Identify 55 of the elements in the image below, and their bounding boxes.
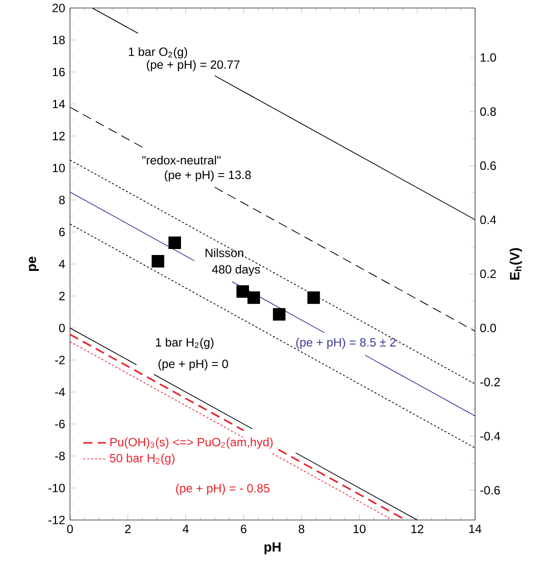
annotation: (pe + pH) = 13.8 (164, 170, 251, 182)
point (236, 285, 249, 298)
y-tick-label: -2 (55, 356, 65, 364)
point (272, 308, 286, 321)
x-tick-label: 8 (298, 524, 304, 534)
y-tick-label: 2 (59, 292, 65, 300)
annotation: (pe + pH) = - 0.85 (176, 484, 270, 495)
x-tick-label: 14 (469, 524, 482, 533)
x-tick-label: 10 (354, 524, 366, 534)
y-tick-label: 10 (52, 164, 65, 172)
x-tick-label: 4 (182, 524, 189, 533)
y2-tick-label: 0.6 (480, 161, 496, 170)
y-tick-label: 0 (59, 324, 65, 332)
y2-axis-title: E$_{h}$(V) (510, 248, 522, 280)
annotation: 1 bar H$_{2}$(g) (156, 338, 214, 349)
y-tick-label: 12 (52, 132, 65, 140)
y-tick-label: -4 (55, 388, 65, 396)
y-tick-label: 16 (52, 68, 65, 76)
point (247, 291, 260, 304)
y-tick-label: 14 (52, 100, 65, 108)
x-axis-title: pH (264, 542, 281, 554)
y-tick-label: 20 (52, 4, 65, 12)
y2-tick-label: 0.2 (480, 270, 496, 278)
y-tick-label: -12 (48, 516, 65, 524)
annotation: Nilsson (206, 248, 244, 258)
annotation: "redox-neutral" (142, 156, 220, 164)
legend-label: Pu(OH)$_{3}$(s) <=> PuO$_{2}$(am,hyd) (110, 438, 273, 449)
y2-tick-label: -0.6 (480, 486, 500, 494)
y2-tick-label: 0.0 (480, 324, 496, 332)
y-tick-label: -6 (55, 420, 65, 428)
point (307, 291, 320, 304)
y-axis-title: pe (28, 256, 39, 271)
annotation: (pe + pH) = 20.77 (146, 60, 240, 72)
y-tick-label: 6 (59, 228, 65, 236)
point (152, 255, 164, 268)
annotation: (pe + pH) = 0 (158, 359, 228, 370)
annotation: 1 bar O$_{2}$(g) (128, 47, 188, 58)
x-tick-label: 12 (411, 524, 424, 534)
y-tick-label: -10 (48, 484, 65, 492)
y2-tick-label: 0.4 (480, 216, 496, 224)
x-tick-label: 0 (67, 524, 73, 534)
y-tick-label: 18 (52, 36, 65, 44)
annotation: 480 days (212, 264, 260, 276)
y2-tick-label: -0.4 (480, 432, 500, 440)
x-tick-label: 6 (240, 524, 246, 534)
y-tick-label: 4 (58, 260, 65, 268)
legend-label: 50 bar H$_{2}$(g) (110, 454, 174, 465)
y2-tick-label: 1.0 (480, 53, 496, 62)
x-tick-label: 2 (125, 524, 131, 534)
y2-tick-label: -0.2 (480, 378, 500, 386)
point (168, 236, 182, 249)
y-tick-label: 8 (59, 196, 65, 204)
y-tick-label: -8 (55, 452, 65, 460)
annotation: (pe + pH) = 8.5 ± 2 (296, 338, 396, 349)
y2-tick-label: 0.8 (480, 107, 496, 116)
